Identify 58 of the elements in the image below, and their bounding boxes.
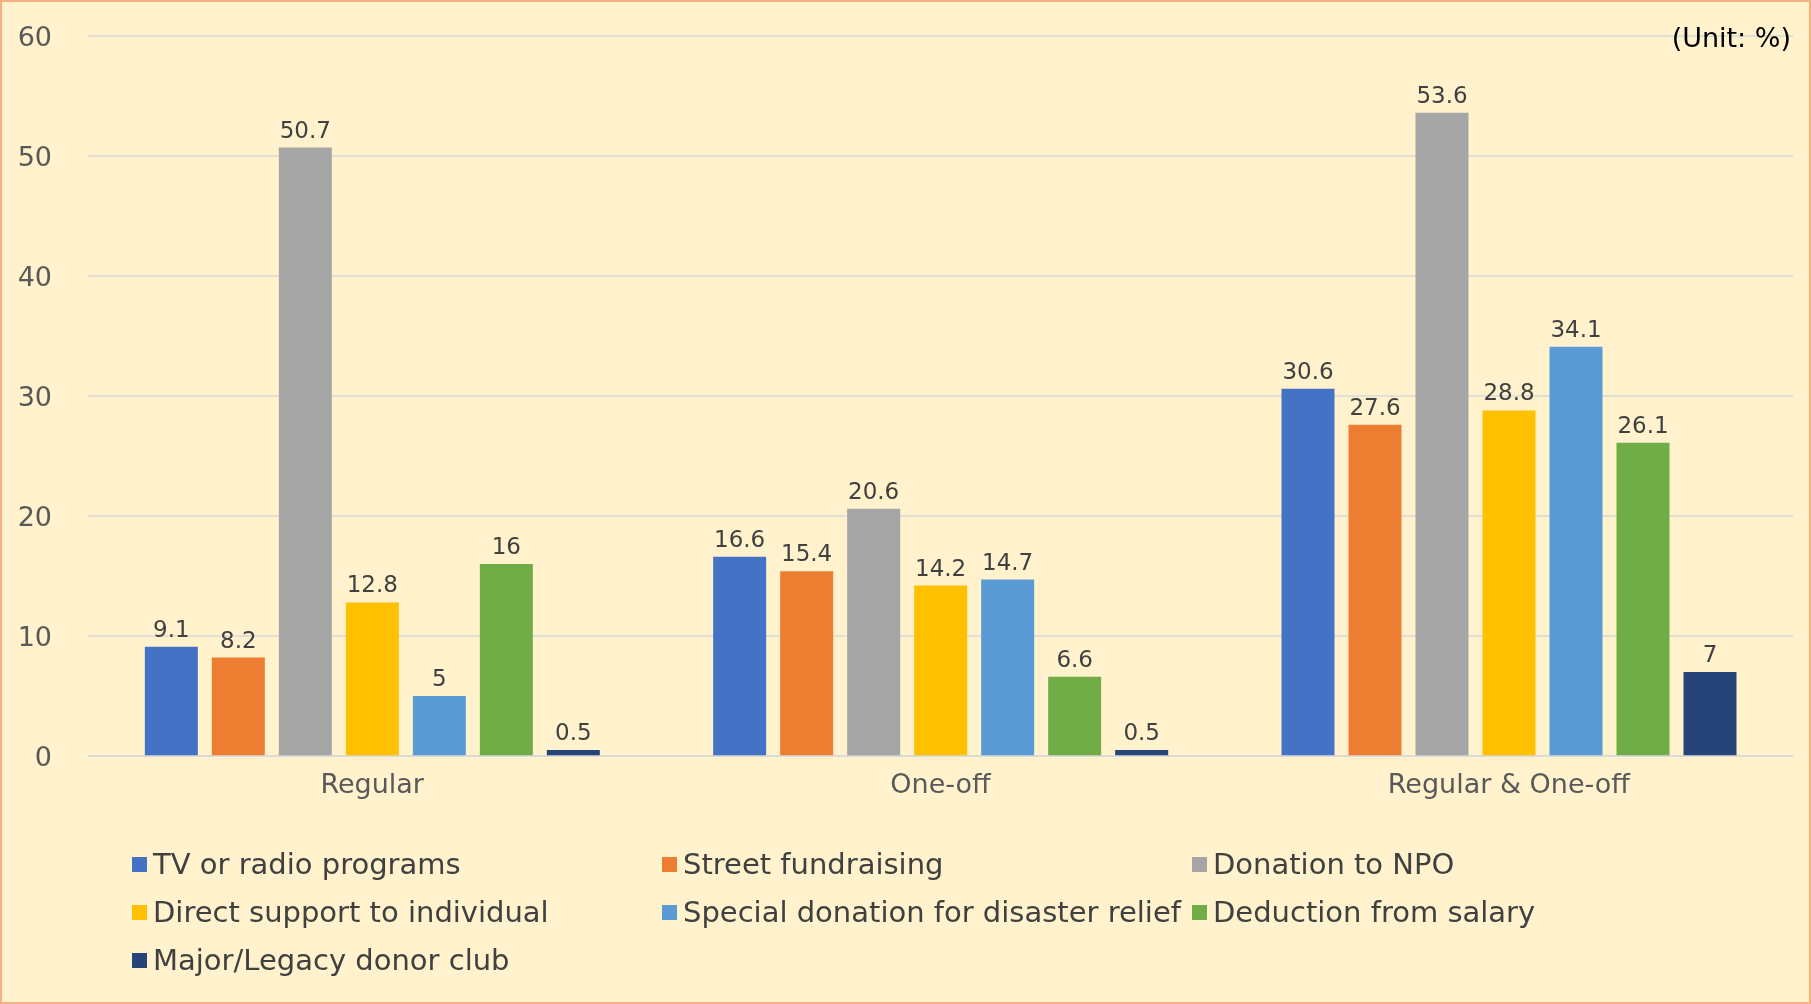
legend-label: Street fundraising xyxy=(682,847,945,881)
bar xyxy=(1482,410,1536,756)
x-tick-label: One-off xyxy=(890,768,993,800)
data-label: 0.5 xyxy=(555,719,592,745)
bar xyxy=(211,657,265,756)
data-label: 50.7 xyxy=(279,116,331,143)
bar xyxy=(1048,676,1102,756)
legend-label: Special donation for disaster relief xyxy=(682,895,1183,929)
data-label: 14.2 xyxy=(915,554,967,581)
legend-label: TV or radio programs xyxy=(152,847,462,881)
data-label: 0.5 xyxy=(1123,719,1160,745)
data-label: 20.6 xyxy=(848,477,900,504)
y-tick-label: 40 xyxy=(17,260,52,292)
data-label: 7 xyxy=(1702,641,1718,667)
bar xyxy=(1549,346,1603,756)
data-label: 34.1 xyxy=(1550,315,1602,342)
data-label: 12.8 xyxy=(346,571,398,598)
y-tick-label: 50 xyxy=(17,140,52,172)
y-tick-label: 10 xyxy=(17,620,52,652)
bar xyxy=(1683,672,1737,756)
bar xyxy=(713,556,767,756)
x-tick-label: Regular xyxy=(320,768,425,800)
legend-label: Deduction from salary xyxy=(1212,895,1537,929)
bar xyxy=(914,585,968,756)
data-label: 8.2 xyxy=(220,626,257,653)
data-label: 53.6 xyxy=(1416,81,1468,108)
data-label: 9.1 xyxy=(153,615,190,642)
legend-label: Donation to NPO xyxy=(1212,847,1456,881)
data-label: 30.6 xyxy=(1282,357,1334,384)
data-label: 16 xyxy=(491,533,521,559)
legend-label: Major/Legacy donor club xyxy=(152,943,511,977)
bar xyxy=(278,147,332,756)
data-label: 26.1 xyxy=(1617,411,1669,438)
bar xyxy=(981,579,1035,756)
data-label: 16.6 xyxy=(714,525,766,552)
bar xyxy=(479,564,533,756)
data-label: 28.8 xyxy=(1483,379,1535,406)
y-tick-label: 0 xyxy=(34,740,52,772)
data-label: 15.4 xyxy=(781,540,833,567)
annotation: (Unit: %) xyxy=(1671,22,1791,53)
y-tick-label: 30 xyxy=(17,380,52,412)
data-label: 6.6 xyxy=(1056,645,1093,672)
bar xyxy=(1616,442,1670,756)
data-label: 5 xyxy=(432,665,447,691)
y-tick-label: 20 xyxy=(17,500,52,532)
bar xyxy=(780,571,834,756)
bar xyxy=(1281,388,1335,756)
y-tick-label: 60 xyxy=(17,20,52,52)
x-tick-label: Regular & One-off xyxy=(1387,768,1632,800)
data-label: 27.6 xyxy=(1349,393,1401,420)
bar xyxy=(1415,112,1469,756)
bar xyxy=(1348,424,1402,756)
data-label: 14.7 xyxy=(982,548,1034,575)
bar xyxy=(144,646,198,756)
bar xyxy=(847,508,901,756)
legend-label: Direct support to individual xyxy=(152,895,550,929)
bar xyxy=(412,696,466,756)
bar xyxy=(345,602,399,756)
